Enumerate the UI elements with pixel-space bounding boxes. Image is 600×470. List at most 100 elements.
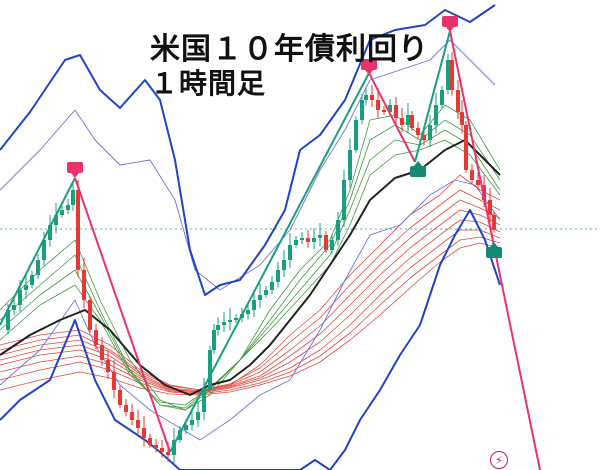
candle-body (112, 372, 116, 390)
ma-red-line (0, 229, 501, 394)
candle-body (400, 118, 404, 125)
candle-body (294, 240, 298, 245)
candle-body (410, 115, 414, 128)
lower-band (0, 209, 501, 470)
candle-body (71, 190, 75, 205)
candle-body (88, 300, 92, 330)
candle-body (364, 95, 368, 100)
ma-black-line (0, 139, 501, 396)
candle-body (190, 420, 194, 425)
candle-body (148, 438, 152, 445)
candle-body (154, 445, 158, 448)
trough-marker-pointer (414, 161, 422, 166)
candle-body (422, 135, 426, 140)
candle-body (348, 150, 352, 180)
candle-body (354, 120, 358, 150)
candle-body (318, 235, 322, 238)
candle-body (42, 240, 46, 260)
candle-body (172, 440, 176, 455)
ma-red-line (0, 199, 501, 392)
zigzag-segment (0, 177, 76, 326)
candle-body (434, 105, 438, 125)
candle-body (142, 428, 146, 438)
candle-body (100, 345, 104, 360)
candle-body (94, 330, 98, 345)
candle-body (208, 350, 212, 390)
candle-body (124, 405, 128, 412)
candle-body (282, 260, 286, 270)
trough-marker (486, 247, 502, 258)
zigzag-segment (368, 72, 416, 163)
candle-body (36, 260, 40, 275)
candle-body (406, 115, 410, 125)
zigzag-segment (74, 177, 171, 453)
peak-marker (67, 162, 83, 173)
candle-body (252, 300, 256, 310)
lightning-icon[interactable]: ⚡ (490, 451, 508, 469)
candle-body (24, 285, 28, 290)
zigzag-segment (414, 30, 451, 163)
candle-body (228, 320, 232, 322)
candle-body (48, 225, 52, 240)
candle-body (196, 412, 200, 420)
candle-body (222, 322, 226, 325)
zigzag-segment (493, 245, 541, 470)
ma-red-line (0, 189, 501, 391)
candle-body (376, 100, 380, 110)
candle-body (184, 425, 188, 430)
candle-body (428, 125, 432, 140)
inner-upper-band (0, 39, 496, 291)
candle-body (492, 215, 496, 230)
candle-body (312, 238, 316, 242)
candle-body (416, 128, 420, 135)
candle-body (166, 452, 170, 455)
candle-body (60, 210, 64, 215)
candle-body (212, 330, 216, 350)
ma-red-line (0, 209, 501, 393)
ma-red-line (0, 219, 501, 393)
candle-body (6, 310, 10, 330)
candle-body (456, 90, 460, 112)
candle-body (470, 170, 474, 180)
peak-marker (361, 59, 377, 70)
candle-body (440, 90, 444, 105)
trough-marker-pointer (490, 242, 498, 247)
candle-body (66, 205, 70, 210)
candle-body (76, 190, 80, 270)
candle-body (488, 200, 492, 215)
candle-body (370, 95, 374, 100)
peak-marker-pointer (365, 70, 373, 75)
candle-body (264, 290, 268, 295)
candle-body (82, 270, 86, 300)
candle-body (388, 105, 392, 112)
candle-body (288, 245, 292, 260)
candle-body (360, 100, 364, 120)
candle-body (136, 420, 140, 428)
zigzag-segment (169, 72, 370, 453)
candle-body (18, 290, 22, 305)
candle-body (394, 105, 398, 118)
candle-body (106, 360, 110, 372)
candle-body (258, 295, 262, 300)
trough-marker (410, 166, 426, 177)
candle-body (118, 390, 122, 405)
candle-body (276, 270, 280, 282)
chart-subtitle: １時間足 (150, 67, 267, 100)
candle-body (342, 180, 346, 220)
candle-body (216, 325, 220, 330)
candle-body (12, 305, 16, 310)
candle-body (246, 310, 250, 314)
candle-body (160, 448, 164, 452)
candle-body (336, 220, 340, 240)
candle-body (202, 390, 206, 412)
candle-body (476, 180, 480, 185)
candle-body (450, 60, 454, 90)
zigzag-segment (449, 30, 495, 247)
candle-body (130, 412, 134, 420)
candle-body (306, 238, 310, 242)
ma-red-line (0, 174, 501, 391)
candle-body (464, 125, 468, 170)
ma-green-line (0, 139, 501, 406)
ma-red-line (0, 236, 501, 395)
